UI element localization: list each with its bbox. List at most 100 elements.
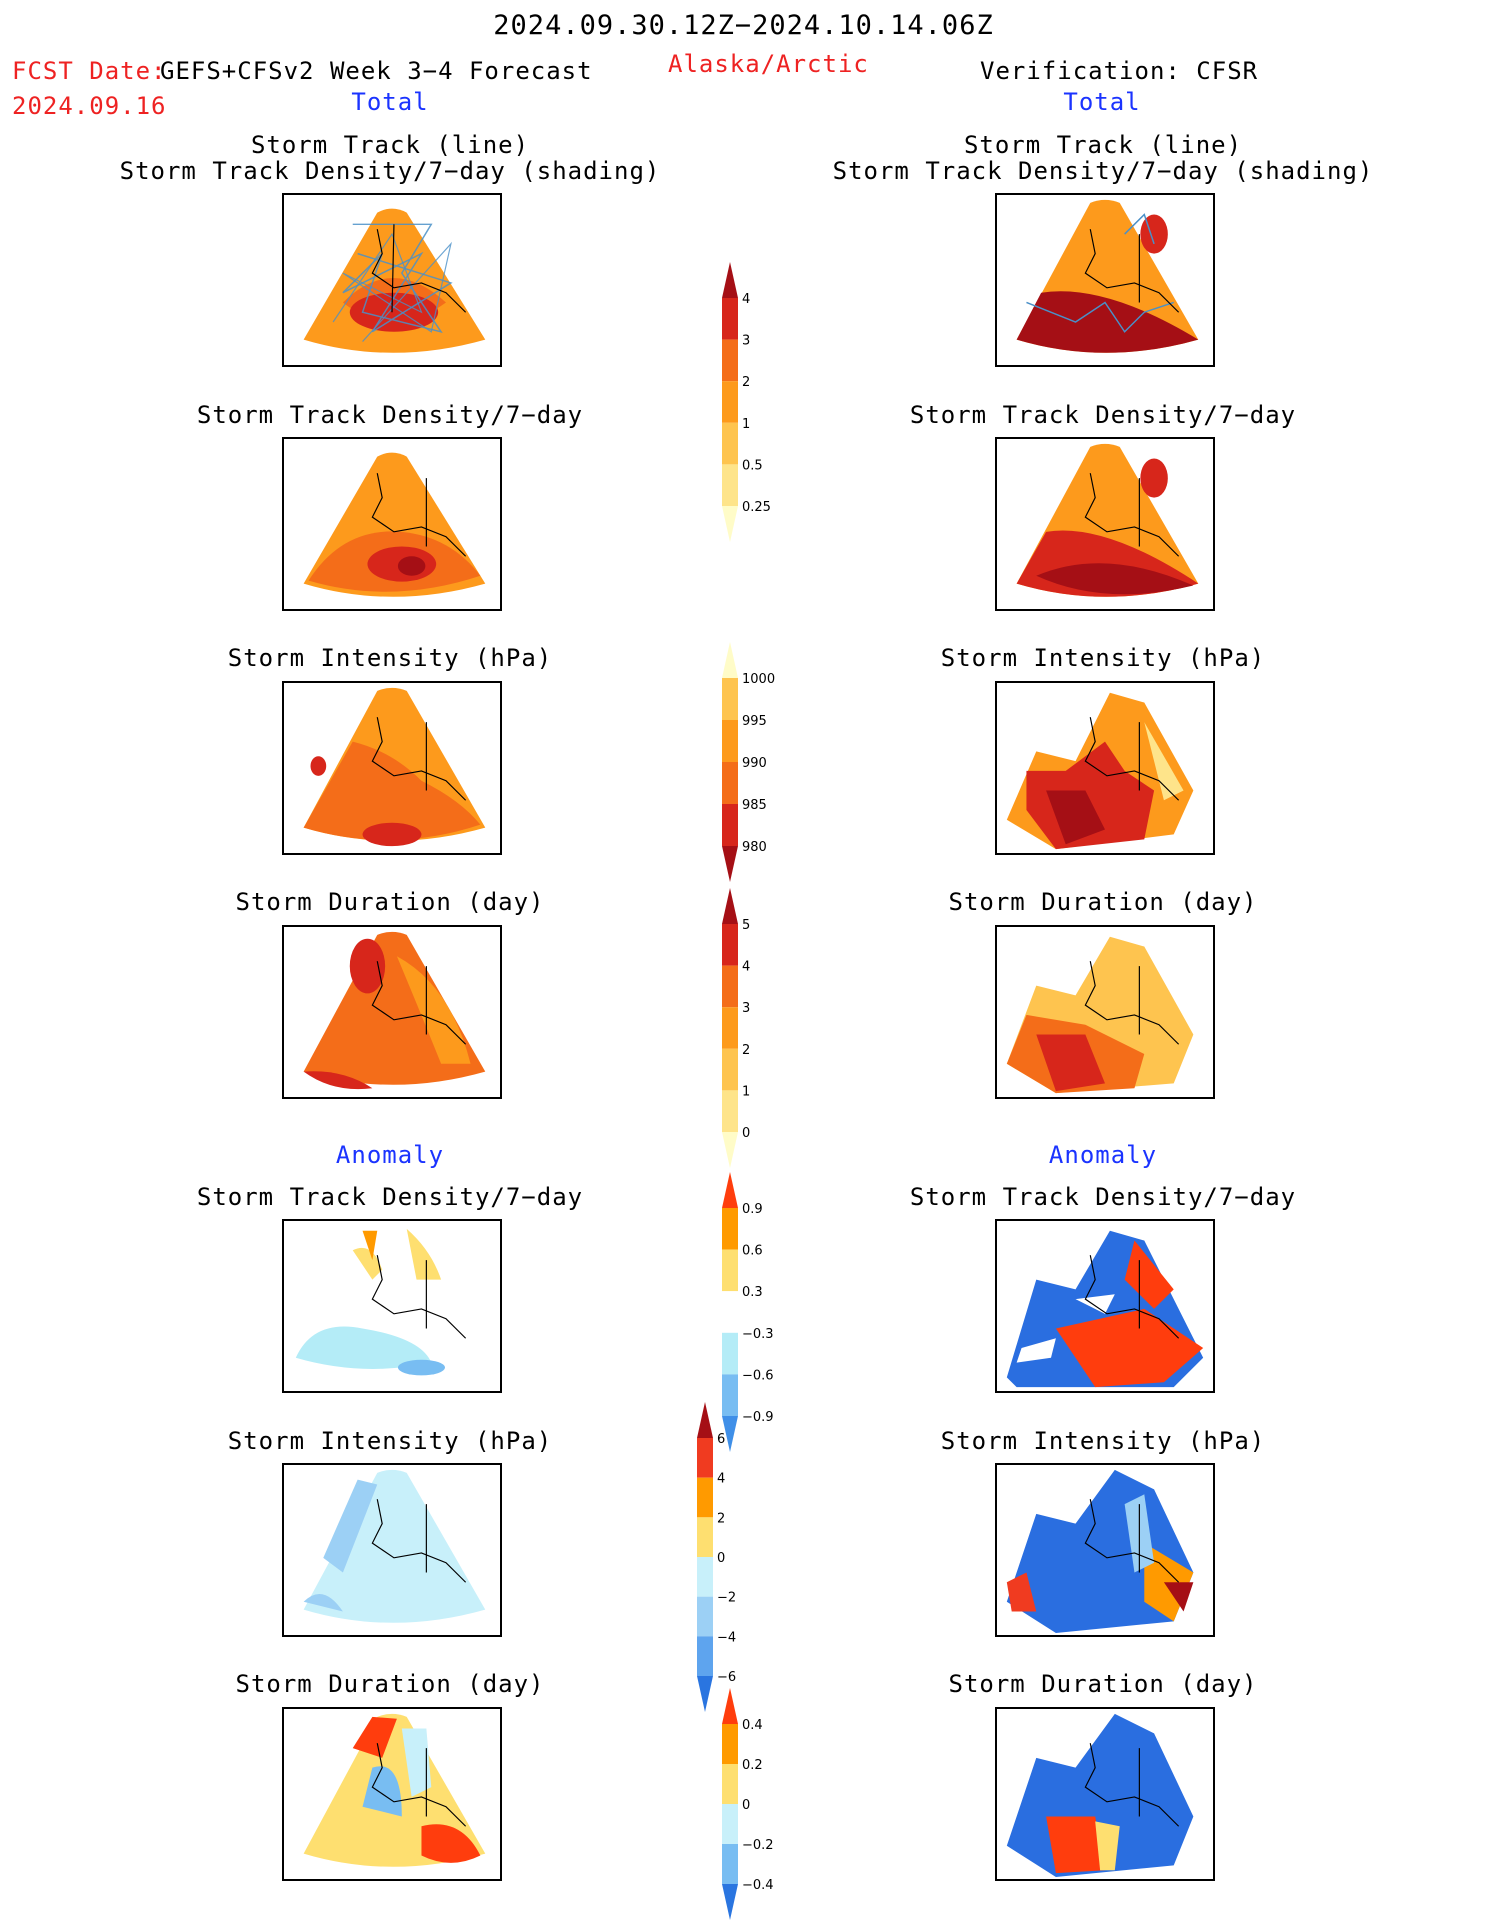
anom_intensity-tick-label: −2 [717, 1591, 736, 1606]
anom_duration-swatch [722, 1844, 738, 1884]
anom_duration-tick-label: 0 [742, 1798, 750, 1813]
anom_duration-tick-label: −0.4 [742, 1878, 774, 1893]
right-anom-density-map [995, 1219, 1215, 1393]
anom_duration-tick-label: 0.2 [742, 1758, 763, 1773]
density-swatch [722, 464, 738, 506]
intensity-tick-label: 980 [742, 840, 767, 855]
intensity-tick-label: 985 [742, 798, 767, 813]
anom_density-swatch [722, 1374, 738, 1416]
left-intensity-map [282, 681, 502, 855]
right-density-map [995, 437, 1215, 611]
left-density-map [282, 437, 502, 611]
density-swatch [722, 298, 738, 340]
anom_density-swatch [722, 1332, 738, 1375]
duration-swatch [722, 1007, 738, 1049]
duration-tick-label: 3 [742, 1001, 750, 1016]
fcst-date-value: 2024.09.16 [12, 92, 167, 120]
right-anom-density-title: Storm Track Density/7−day [909, 1183, 1297, 1211]
anom_intensity-swatch [697, 1402, 713, 1438]
left-anom-density-title: Storm Track Density/7−day [196, 1183, 584, 1211]
right-storm-track-map [995, 193, 1215, 367]
density-tick-label: 0.25 [742, 500, 771, 515]
density-swatch [722, 506, 738, 542]
anom_density-swatch [722, 1249, 738, 1292]
anom_density-swatch [722, 1291, 738, 1333]
right-anom-duration-map [995, 1707, 1215, 1881]
anom_intensity-tick-label: −6 [717, 1670, 736, 1685]
left-duration-title: Storm Duration (day) [235, 888, 545, 916]
duration-swatch [722, 924, 738, 966]
intensity-swatch [722, 678, 738, 720]
right-anom-intensity-map [995, 1463, 1215, 1637]
colorbar-density: 4 3 2 1 0.5 0.25 [722, 262, 792, 542]
right-intensity-map [995, 681, 1215, 855]
left-anom-intensity-title: Storm Intensity (hPa) [227, 1427, 553, 1455]
anom_intensity-swatch [697, 1438, 713, 1478]
right-anomaly-label: Anomaly [1048, 1141, 1158, 1169]
left-duration-map [282, 925, 502, 1099]
verification-title: Verification: CFSR [980, 57, 1259, 85]
anom_intensity-swatch [697, 1596, 713, 1637]
anom_density-tick-label: 0.3 [742, 1285, 763, 1300]
anom_duration-swatch [722, 1724, 738, 1764]
right-duration-title: Storm Duration (day) [948, 888, 1258, 916]
fcst-date-label: FCST Date: [12, 57, 167, 85]
duration-tick-label: 4 [742, 960, 750, 975]
intensity-tick-label: 1000 [742, 672, 775, 687]
right-track-line-title: Storm Track (line) [963, 131, 1243, 159]
anom_intensity-swatch [697, 1557, 713, 1597]
intensity-swatch [722, 642, 738, 678]
anom_intensity-swatch [697, 1636, 713, 1676]
anom_duration-swatch [722, 1764, 738, 1804]
anom_intensity-swatch [697, 1676, 713, 1712]
left-density-title: Storm Track Density/7−day [196, 401, 584, 429]
anom_intensity-tick-label: 4 [717, 1472, 725, 1487]
density-tick-label: 1 [742, 417, 750, 432]
duration-swatch [722, 1132, 738, 1168]
right-anom-intensity-title: Storm Intensity (hPa) [940, 1427, 1266, 1455]
right-duration-map [995, 925, 1215, 1099]
date-range-title: 2024.09.30.12Z−2024.10.14.06Z [493, 10, 994, 41]
duration-swatch [722, 1090, 738, 1132]
duration-tick-label: 1 [742, 1084, 750, 1099]
right-track-density-shading-title: Storm Track Density/7−day (shading) [832, 157, 1374, 185]
duration-swatch [722, 965, 738, 1008]
density-swatch [722, 422, 738, 465]
left-anom-duration-title: Storm Duration (day) [235, 1670, 545, 1698]
anom_density-swatch [722, 1416, 738, 1452]
anom_density-tick-label: −0.3 [742, 1327, 774, 1342]
anom_intensity-tick-label: 6 [717, 1432, 725, 1447]
anom_intensity-swatch [697, 1477, 713, 1518]
intensity-swatch [722, 804, 738, 846]
colorbar-anom-density: 0.9 0.6 0.3 −0.3 −0.6 −0.9 [722, 1172, 792, 1452]
colorbar-anom-intensity: 6 4 2 0 −2 −4 −6 [697, 1402, 767, 1712]
colorbar-intensity: 1000 995 990 985 980 [722, 642, 792, 882]
duration-tick-label: 5 [742, 918, 750, 933]
region-title: Alaska/Arctic [668, 50, 869, 78]
density-tick-label: 3 [742, 334, 750, 349]
density-swatch [722, 381, 738, 423]
left-track-line-title: Storm Track (line) [250, 131, 530, 159]
intensity-swatch [722, 762, 738, 804]
anom_density-tick-label: 0.6 [742, 1244, 763, 1259]
density-swatch [722, 339, 738, 382]
total-right-label: Total [1063, 88, 1141, 116]
intensity-swatch [722, 720, 738, 762]
anom_density-tick-label: −0.9 [742, 1410, 774, 1425]
anom_density-tick-label: 0.9 [742, 1202, 763, 1217]
model-title: GEFS+CFSv2 Week 3−4 Forecast [160, 57, 593, 85]
colorbar-duration: 5 4 3 2 1 0 [722, 888, 792, 1168]
anom_density-swatch [722, 1172, 738, 1208]
right-intensity-title: Storm Intensity (hPa) [940, 644, 1266, 672]
anom_duration-swatch [722, 1804, 738, 1844]
duration-tick-label: 0 [742, 1126, 750, 1141]
anom_duration-swatch [722, 1688, 738, 1724]
anom_duration-tick-label: −0.2 [742, 1838, 774, 1853]
total-left-label: Total [351, 88, 429, 116]
intensity-tick-label: 990 [742, 756, 767, 771]
anom_duration-tick-label: 0.4 [742, 1718, 763, 1733]
anom_intensity-tick-label: 2 [717, 1511, 725, 1526]
right-anom-duration-title: Storm Duration (day) [948, 1670, 1258, 1698]
density-tick-label: 4 [742, 292, 750, 307]
anom_density-swatch [722, 1208, 738, 1250]
